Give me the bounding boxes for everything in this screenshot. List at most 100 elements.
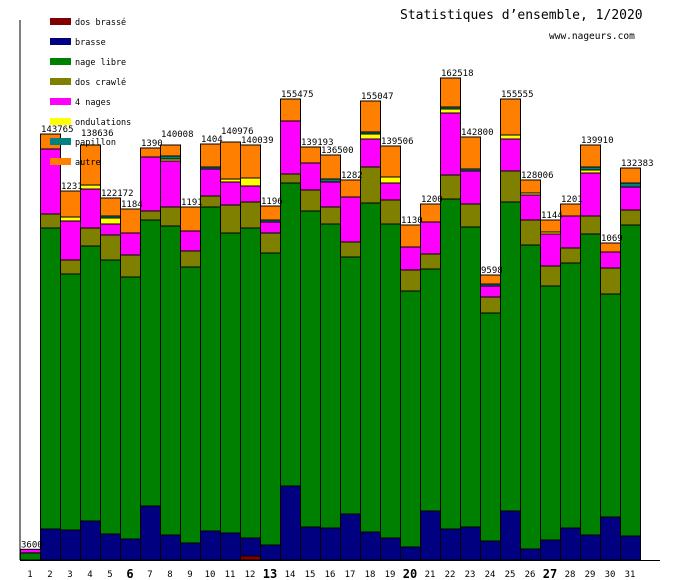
- bar-label-15: 139193: [301, 138, 334, 148]
- x-tick-label-7: 7: [147, 570, 152, 580]
- x-tick-label-25: 25: [505, 570, 516, 580]
- bar-segment-4-nages-31: [620, 186, 641, 211]
- legend-label-papillon: papillon: [75, 138, 116, 148]
- bar-label-13: 1196: [261, 197, 283, 207]
- bar-segment-autre-5: [100, 197, 121, 217]
- bar-segment-4-nages-20: [400, 246, 421, 271]
- bar-segment-ondulations-25: [500, 134, 521, 140]
- bar-label-24: 9598: [481, 266, 503, 276]
- bar-segment-dos-crawlé-29: [580, 215, 601, 235]
- bar-segment-dos-crawlé-22: [440, 174, 461, 200]
- bar-label-29: 139910: [581, 136, 614, 146]
- bar-segment-brasse-19: [380, 537, 401, 561]
- bar-segment-dos-crawlé-6: [120, 254, 141, 278]
- legend-label-autre: autre: [75, 158, 101, 168]
- bar-segment-autre-23: [460, 136, 481, 170]
- bar-label-9: 1191: [181, 198, 203, 208]
- bar-segment-autre-21: [420, 203, 441, 223]
- x-tick-label-28: 28: [565, 570, 576, 580]
- bar-label-7: 1390: [141, 139, 163, 149]
- bar-label-20: 1130: [401, 216, 423, 226]
- bar-segment-dos-crawlé-31: [620, 209, 641, 226]
- bar-segment-4-nages-27: [540, 233, 561, 267]
- bars-layer: [20, 77, 641, 561]
- bar-segment-autre-11: [220, 141, 241, 180]
- bar-segment-brasse-28: [560, 527, 581, 561]
- bar-segment-ondulations-12: [240, 177, 261, 187]
- bar-segment-brasse-18: [360, 531, 381, 561]
- bar-segment-nage-libre-13: [260, 252, 281, 546]
- bar-segment-autre-24: [480, 274, 501, 285]
- legend-label-4-nages: 4 nages: [75, 98, 111, 108]
- bar-segment-autre-19: [380, 145, 401, 178]
- chart-subtitle: www.nageurs.com: [549, 31, 635, 42]
- bar-label-22: 162518: [441, 69, 474, 79]
- bar-segment-ondulations-5: [100, 217, 121, 225]
- bar-segment-4-nages-7: [140, 156, 161, 212]
- bar-segment-autre-27: [540, 219, 561, 233]
- bar-segment-brasse-26: [520, 548, 541, 561]
- bar-segment-ondulations-3: [60, 216, 81, 222]
- bar-segment-4-nages-30: [600, 251, 621, 269]
- bar-segment-nage-libre-9: [180, 266, 201, 544]
- bar-segment-nage-libre-19: [380, 223, 401, 539]
- bar-label-11: 140976: [221, 127, 254, 137]
- bar-segment-nage-libre-29: [580, 233, 601, 536]
- bar-segment-brasse-30: [600, 516, 621, 561]
- x-tick-label-11: 11: [225, 570, 236, 580]
- bar-segment-brasse-31: [620, 535, 641, 561]
- bar-segment-nage-libre-2: [40, 227, 61, 530]
- legend-swatch-4-nages: [50, 98, 71, 105]
- bar-segment-dos-crawlé-24: [480, 296, 501, 314]
- bar-label-16: 136500: [321, 146, 354, 156]
- bar-segment-dos-crawlé-20: [400, 269, 421, 292]
- x-tick-label-9: 9: [187, 570, 192, 580]
- bar-segment-autre-13: [260, 205, 281, 221]
- bar-segment-dos-crawlé-13: [260, 232, 281, 254]
- x-tick-label-6: 6: [126, 567, 133, 580]
- bar-segment-autre-7: [140, 147, 161, 158]
- bar-segment-dos-crawlé-19: [380, 199, 401, 225]
- bar-segment-nage-libre-12: [240, 227, 261, 539]
- bar-segment-ondulations-4: [80, 184, 101, 190]
- bar-segment-nage-libre-24: [480, 312, 501, 542]
- bar-label-26: 128006: [521, 171, 554, 181]
- bar-segment-autre-6: [120, 208, 141, 234]
- bar-segment-autre-12: [240, 144, 261, 179]
- bar-segment-dos-crawlé-11: [220, 204, 241, 234]
- bar-segment-nage-libre-14: [280, 182, 301, 487]
- bar-segment-dos-crawlé-18: [360, 166, 381, 204]
- bar-segment-nage-libre-28: [560, 262, 581, 529]
- legend-swatch-dos-crawlé: [50, 78, 71, 85]
- bar-segment-nage-libre-21: [420, 268, 441, 512]
- bar-segment-dos-crawlé-15: [300, 189, 321, 212]
- bar-segment-autre-17: [340, 179, 361, 198]
- bar-segment-4-nages-3: [60, 220, 81, 261]
- bar-segment-4-nages-24: [480, 285, 501, 298]
- bar-label-14: 155475: [281, 90, 314, 100]
- bar-segment-4-nages-4: [80, 188, 101, 229]
- x-tick-label-8: 8: [167, 570, 172, 580]
- bar-segment-4-nages-26: [520, 194, 541, 221]
- bar-segment-nage-libre-17: [340, 256, 361, 515]
- bar-label-4: 138636: [81, 129, 114, 139]
- bar-segment-brasse-8: [160, 534, 181, 561]
- bar-segment-dos-brassé-12: [240, 555, 261, 561]
- bar-segment-4-nages-8: [160, 160, 181, 208]
- bar-segment-dos-crawlé-12: [240, 201, 261, 229]
- bar-label-31: 132383: [621, 159, 654, 169]
- legend-swatch-brasse: [50, 38, 71, 45]
- x-tick-label-29: 29: [585, 570, 596, 580]
- bar-segment-brasse-29: [580, 534, 601, 561]
- bar-segment-brasse-24: [480, 540, 501, 561]
- x-tick-label-20: 20: [403, 567, 417, 580]
- bar-segment-nage-libre-20: [400, 290, 421, 548]
- bar-segment-dos-crawlé-21: [420, 253, 441, 270]
- bar-segment-autre-10: [200, 143, 221, 168]
- bar-label-23: 142800: [461, 128, 494, 138]
- x-tick-label-16: 16: [325, 570, 336, 580]
- bar-segment-papillon-31: [620, 182, 641, 188]
- legend-swatch-ondulations: [50, 118, 71, 125]
- bar-segment-brasse-11: [220, 532, 241, 561]
